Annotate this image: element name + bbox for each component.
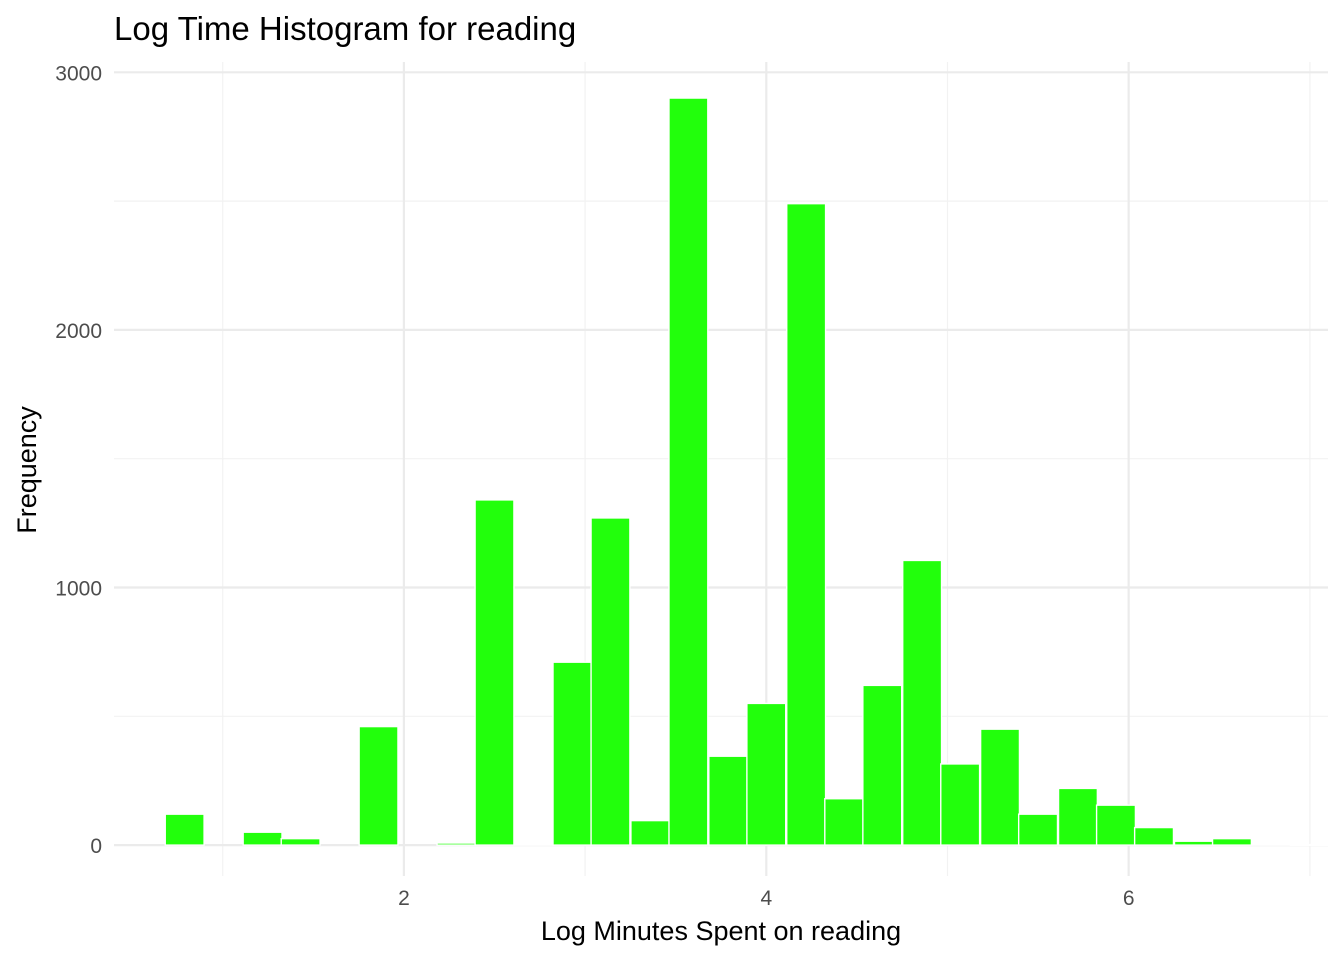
histogram-bar [668,97,709,846]
histogram-bar [552,661,593,846]
histogram-bar [474,499,515,846]
histogram-bar [979,728,1021,846]
y-tick-label: 0 [90,835,102,858]
histogram-bar [1173,840,1215,846]
histogram-bar [1095,804,1137,846]
histogram-bar [1133,826,1175,846]
grid-lines [114,62,1328,876]
histogram-bar [358,725,399,846]
histogram-bar [746,702,787,846]
histogram-bar [1211,837,1253,846]
bars [164,97,1330,847]
chart-title: Log Time Histogram for reading [114,10,576,47]
histogram-bar [708,755,749,846]
y-tick-label: 2000 [55,320,102,343]
histogram-bar [940,763,981,846]
histogram-bar [630,819,671,846]
histogram-bar [1017,813,1059,846]
histogram-bar [514,843,555,846]
histogram-bar [1251,843,1292,846]
histogram-bar [824,798,865,846]
x-tick-label: 6 [1123,887,1135,910]
y-axis-ticks: 0 1000 2000 3000 [55,62,102,858]
histogram-bar [862,684,903,846]
histogram-bar [280,837,321,846]
histogram-bar [1289,843,1330,847]
histogram-bar [590,517,631,846]
histogram-bar [786,202,827,846]
x-tick-label: 4 [760,887,772,910]
y-axis-title: Frequency [12,406,42,534]
histogram-bar [242,831,283,846]
x-tick-label: 2 [398,887,410,910]
histogram-bar [902,559,943,846]
histogram-bar [1057,787,1099,846]
x-axis-title: Log Minutes Spent on reading [541,916,901,946]
histogram-bar [436,842,477,846]
x-axis-ticks: 2 4 6 [398,887,1134,910]
y-tick-label: 1000 [55,577,102,600]
y-tick-label: 3000 [55,62,102,85]
histogram-bar [164,813,205,846]
